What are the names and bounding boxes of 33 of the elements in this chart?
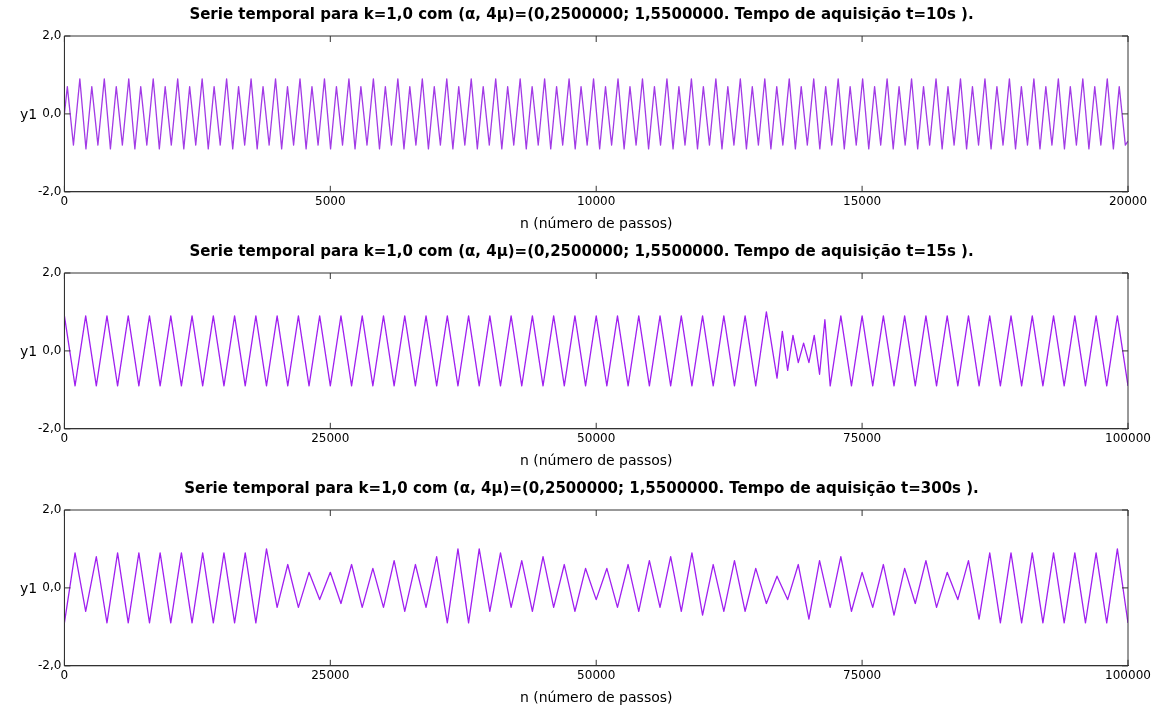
x-tick-label: 0 [60, 194, 69, 209]
x-tick-label: 25000 [311, 668, 350, 683]
x-tick-label: 0 [60, 431, 69, 446]
x-tick-label: 10000 [577, 194, 616, 209]
x-tick-label: 75000 [843, 431, 882, 446]
chart-title: Serie temporal para k=1,0 com (α, 4μ)=(0,2500000; 1,5500000. Tempo de aquisição t=300s ). [184, 478, 979, 497]
y-tick-label: 2,0 [42, 265, 62, 280]
x-tick-label: 75000 [843, 668, 882, 683]
x-tick-label: 20000 [1108, 194, 1148, 209]
x-tick-label: 5000 [315, 194, 346, 209]
x-tick-label: 100000 [1105, 431, 1151, 446]
y-tick-label: 2,0 [42, 28, 62, 43]
y-tick-label: -2,0 [37, 183, 62, 198]
x-tick-label: 100000 [1105, 668, 1151, 683]
x-tick-label: 0 [60, 668, 69, 683]
y-tick-label: 0,0 [42, 580, 62, 595]
y-axis-title: y1 [20, 579, 38, 596]
y-tick-label: 0,0 [42, 343, 62, 358]
y-tick-label: 0,0 [42, 106, 62, 121]
y-tick-label: -2,0 [37, 657, 62, 672]
chart-title: Serie temporal para k=1,0 com (α, 4μ)=(0,2500000; 1,5500000. Tempo de aquisição t=10s ). [189, 4, 974, 23]
chart-title: Serie temporal para k=1,0 com (α, 4μ)=(0,2500000; 1,5500000. Tempo de aquisição t=15s ). [189, 241, 974, 260]
x-tick-label: 50000 [577, 668, 616, 683]
y-axis-title: y1 [20, 105, 38, 122]
x-tick-label: 15000 [843, 194, 882, 209]
x-axis-title: n (número de passos) [519, 452, 673, 469]
x-tick-label: 50000 [577, 431, 616, 446]
x-tick-label: 25000 [311, 431, 350, 446]
x-axis-title: n (número de passos) [519, 689, 673, 706]
y-tick-label: 2,0 [42, 502, 62, 517]
y-axis-title: y1 [20, 342, 38, 359]
x-axis-title: n (número de passos) [519, 215, 673, 232]
y-tick-label: -2,0 [37, 420, 62, 435]
